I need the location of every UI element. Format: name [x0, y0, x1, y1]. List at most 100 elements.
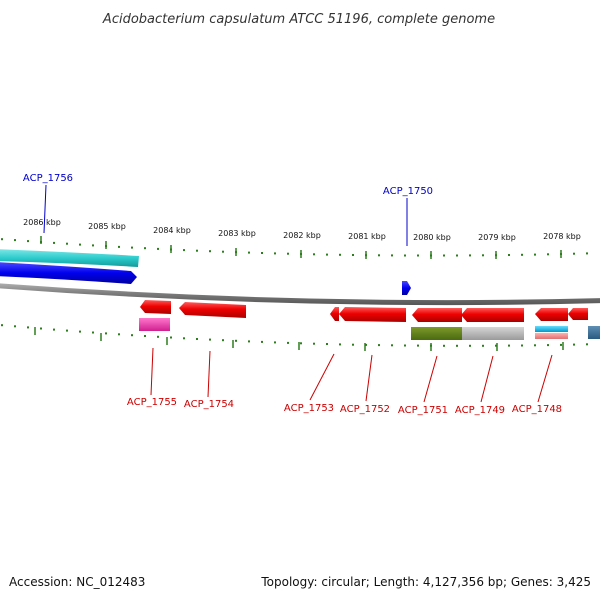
scale-dot	[170, 336, 172, 339]
forward-strand-genes	[0, 249, 411, 295]
scale-dot	[183, 337, 185, 340]
scale-dot	[534, 253, 536, 256]
scale-dot	[443, 254, 445, 257]
scale-dot	[14, 325, 16, 328]
scale-dot	[352, 254, 354, 256]
scale-dot	[456, 344, 458, 347]
scale-dot	[404, 254, 406, 257]
scale-dot	[131, 334, 133, 337]
scale-dot	[92, 331, 94, 334]
scale-dot	[40, 327, 42, 330]
scale-dot	[66, 329, 68, 332]
gene-label-ACP_1754[interactable]: ACP_1754	[184, 399, 234, 410]
gene-ACP_1756[interactable]	[0, 249, 139, 267]
scale-dot	[534, 344, 536, 347]
feature-sky[interactable]	[535, 326, 568, 332]
scale-dot	[118, 333, 120, 336]
scale-dot	[300, 342, 302, 345]
tick-label: 2081 kbp	[348, 232, 386, 241]
scale-dot	[326, 343, 328, 345]
scale-dot	[417, 254, 419, 257]
gene-ACP_1755-rna[interactable]	[139, 318, 170, 331]
scale-dot	[1, 324, 3, 327]
scale-dot	[196, 249, 198, 252]
scale-dot	[417, 344, 419, 347]
feature-salmon[interactable]	[535, 333, 568, 339]
gene-label-ACP_1749[interactable]: ACP_1749	[455, 405, 505, 416]
scale-dot	[157, 247, 159, 250]
scale-dot	[27, 326, 29, 329]
scale-dot	[235, 339, 237, 342]
gene-label-ACP_1748[interactable]: ACP_1748	[512, 404, 562, 415]
scale-dot	[521, 253, 523, 256]
scale-dot	[196, 338, 198, 340]
gene-label-ACP_1755[interactable]: ACP_1755	[127, 397, 177, 408]
scale-dot	[1, 238, 3, 241]
scale-dot	[183, 249, 185, 252]
feature-steel[interactable]	[588, 326, 600, 339]
scale-dot	[157, 335, 159, 338]
outer-major-ticks	[40, 236, 562, 259]
leader-line	[537, 354, 553, 403]
scale-dot	[547, 253, 549, 256]
scale-dot	[274, 341, 276, 344]
scale-dot	[274, 252, 276, 255]
scale-dot	[586, 252, 588, 255]
scale-dot	[131, 246, 133, 249]
leader-line	[309, 353, 335, 401]
tick-label: 2080 kbp	[413, 233, 451, 242]
gene-ACP_1749[interactable]	[461, 308, 524, 322]
genome-backbone	[0, 283, 600, 306]
tick-label: 2085 kbp	[88, 222, 126, 231]
scale-dot	[14, 239, 16, 242]
scale-dot	[404, 344, 406, 347]
gene-ACP_1751[interactable]	[412, 308, 462, 322]
feature-olive[interactable]	[411, 327, 462, 340]
scale-dot	[547, 344, 549, 347]
gene-ACP_1757[interactable]	[0, 262, 137, 284]
feature-gray[interactable]	[462, 327, 524, 340]
gene-ACP_1753[interactable]	[330, 307, 339, 321]
scale-dot	[27, 240, 29, 243]
scale-dot	[248, 340, 250, 343]
scale-dot	[53, 241, 55, 244]
gene-ACP_1755[interactable]	[140, 300, 171, 314]
scale-dot	[573, 343, 575, 346]
scale-dot	[495, 344, 497, 347]
gene-ACP_1748[interactable]	[535, 308, 568, 321]
tick-label: 2086 kbp	[23, 218, 61, 227]
gene-ACP_1752[interactable]	[339, 307, 406, 322]
scale-dot	[378, 344, 380, 347]
tick-label: 2082 kbp	[283, 231, 321, 240]
scale-dot	[456, 254, 458, 257]
leader-line	[365, 354, 373, 402]
scale-dot	[508, 254, 510, 256]
gene-ACP_1747[interactable]	[568, 308, 588, 320]
leader-line	[150, 347, 154, 396]
scale-dot	[365, 343, 367, 346]
scale-dot	[339, 253, 341, 256]
gene-label-ACP_1753[interactable]: ACP_1753	[284, 403, 334, 414]
scale-dot	[53, 328, 55, 331]
gene-ACP_1750[interactable]	[402, 281, 411, 295]
scale-dot	[118, 245, 120, 248]
scale-dot	[209, 338, 211, 341]
gene-ACP_1754[interactable]	[179, 302, 246, 318]
scale-dot	[66, 242, 68, 245]
scale-dot	[261, 340, 263, 343]
gene-label-ACP_1756[interactable]: ACP_1756	[23, 173, 73, 184]
scale-dot	[443, 344, 445, 347]
scale-dot	[391, 344, 393, 347]
gene-label-ACP_1750[interactable]: ACP_1750	[383, 186, 433, 197]
leader-line	[207, 350, 211, 398]
leader-line	[43, 184, 47, 234]
scale-dot	[482, 344, 484, 347]
accession-text: Accession: NC_012483	[9, 575, 145, 589]
gene-label-ACP_1751[interactable]: ACP_1751	[398, 405, 448, 416]
gene-label-ACP_1752[interactable]: ACP_1752	[340, 404, 390, 415]
scale-labels: 2086 kbp 2085 kbp 2084 kbp 2083 kbp 2082…	[23, 218, 581, 242]
map-title: Acidobacterium capsulatum ATCC 51196, co…	[102, 12, 495, 27]
forward-gene-labels: ACP_1756 ACP_1750	[23, 173, 433, 246]
scale-dot	[378, 254, 380, 257]
